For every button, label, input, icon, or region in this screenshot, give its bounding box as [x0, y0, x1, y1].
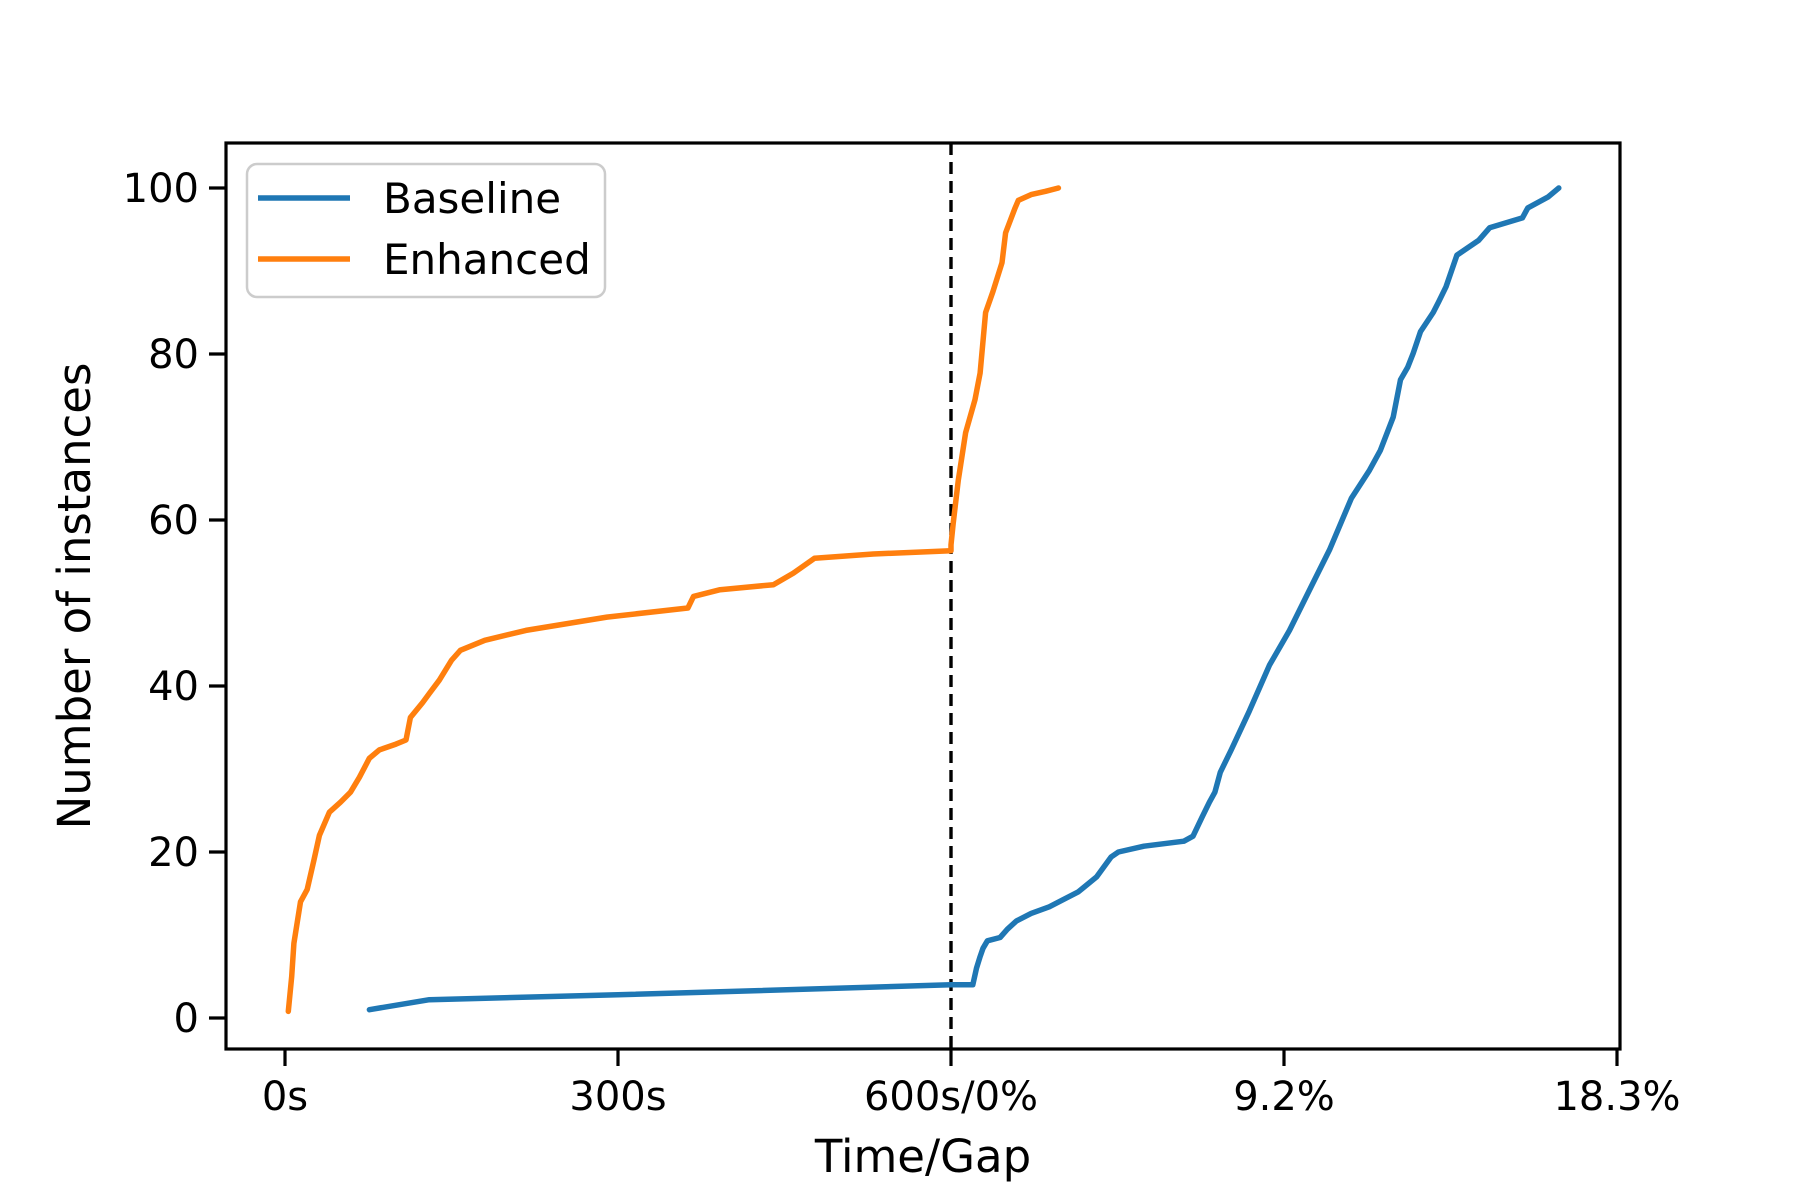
enhanced-series-line [285, 185, 1062, 1015]
y-tick-label: 40 [148, 664, 199, 710]
y-tick-label: 80 [148, 332, 199, 378]
legend-items: Baseline Enhanced [258, 174, 591, 284]
legend-item-label: Baseline [383, 174, 561, 223]
y-axis-label: Number of instances [48, 363, 101, 830]
y-tick-label: 100 [123, 166, 199, 212]
y-axis-ticks: 0 20 40 60 80 100 [123, 166, 226, 1042]
baseline-series-line [366, 185, 1562, 1013]
y-tick-label: 0 [174, 996, 199, 1042]
legend: Baseline Enhanced [245, 162, 607, 299]
plot-border [224, 141, 1622, 1051]
y-tick-label: 60 [148, 498, 199, 544]
legend-item-label: Enhanced [383, 235, 591, 284]
x-tick-label: 18.3% [1553, 1074, 1680, 1120]
series-lines [285, 185, 1562, 1015]
x-tick-label: 600s/0% [864, 1074, 1038, 1120]
x-tick-label: 9.2% [1233, 1074, 1335, 1120]
x-tick-label: 0s [262, 1074, 308, 1120]
x-axis-ticks: 0s 300s 600s/0% 9.2% 18.3% [262, 1049, 1681, 1120]
x-tick-label: 300s [569, 1074, 666, 1120]
y-tick-label: 20 [148, 830, 199, 876]
x-axis-label: Time/Gap [814, 1130, 1031, 1183]
